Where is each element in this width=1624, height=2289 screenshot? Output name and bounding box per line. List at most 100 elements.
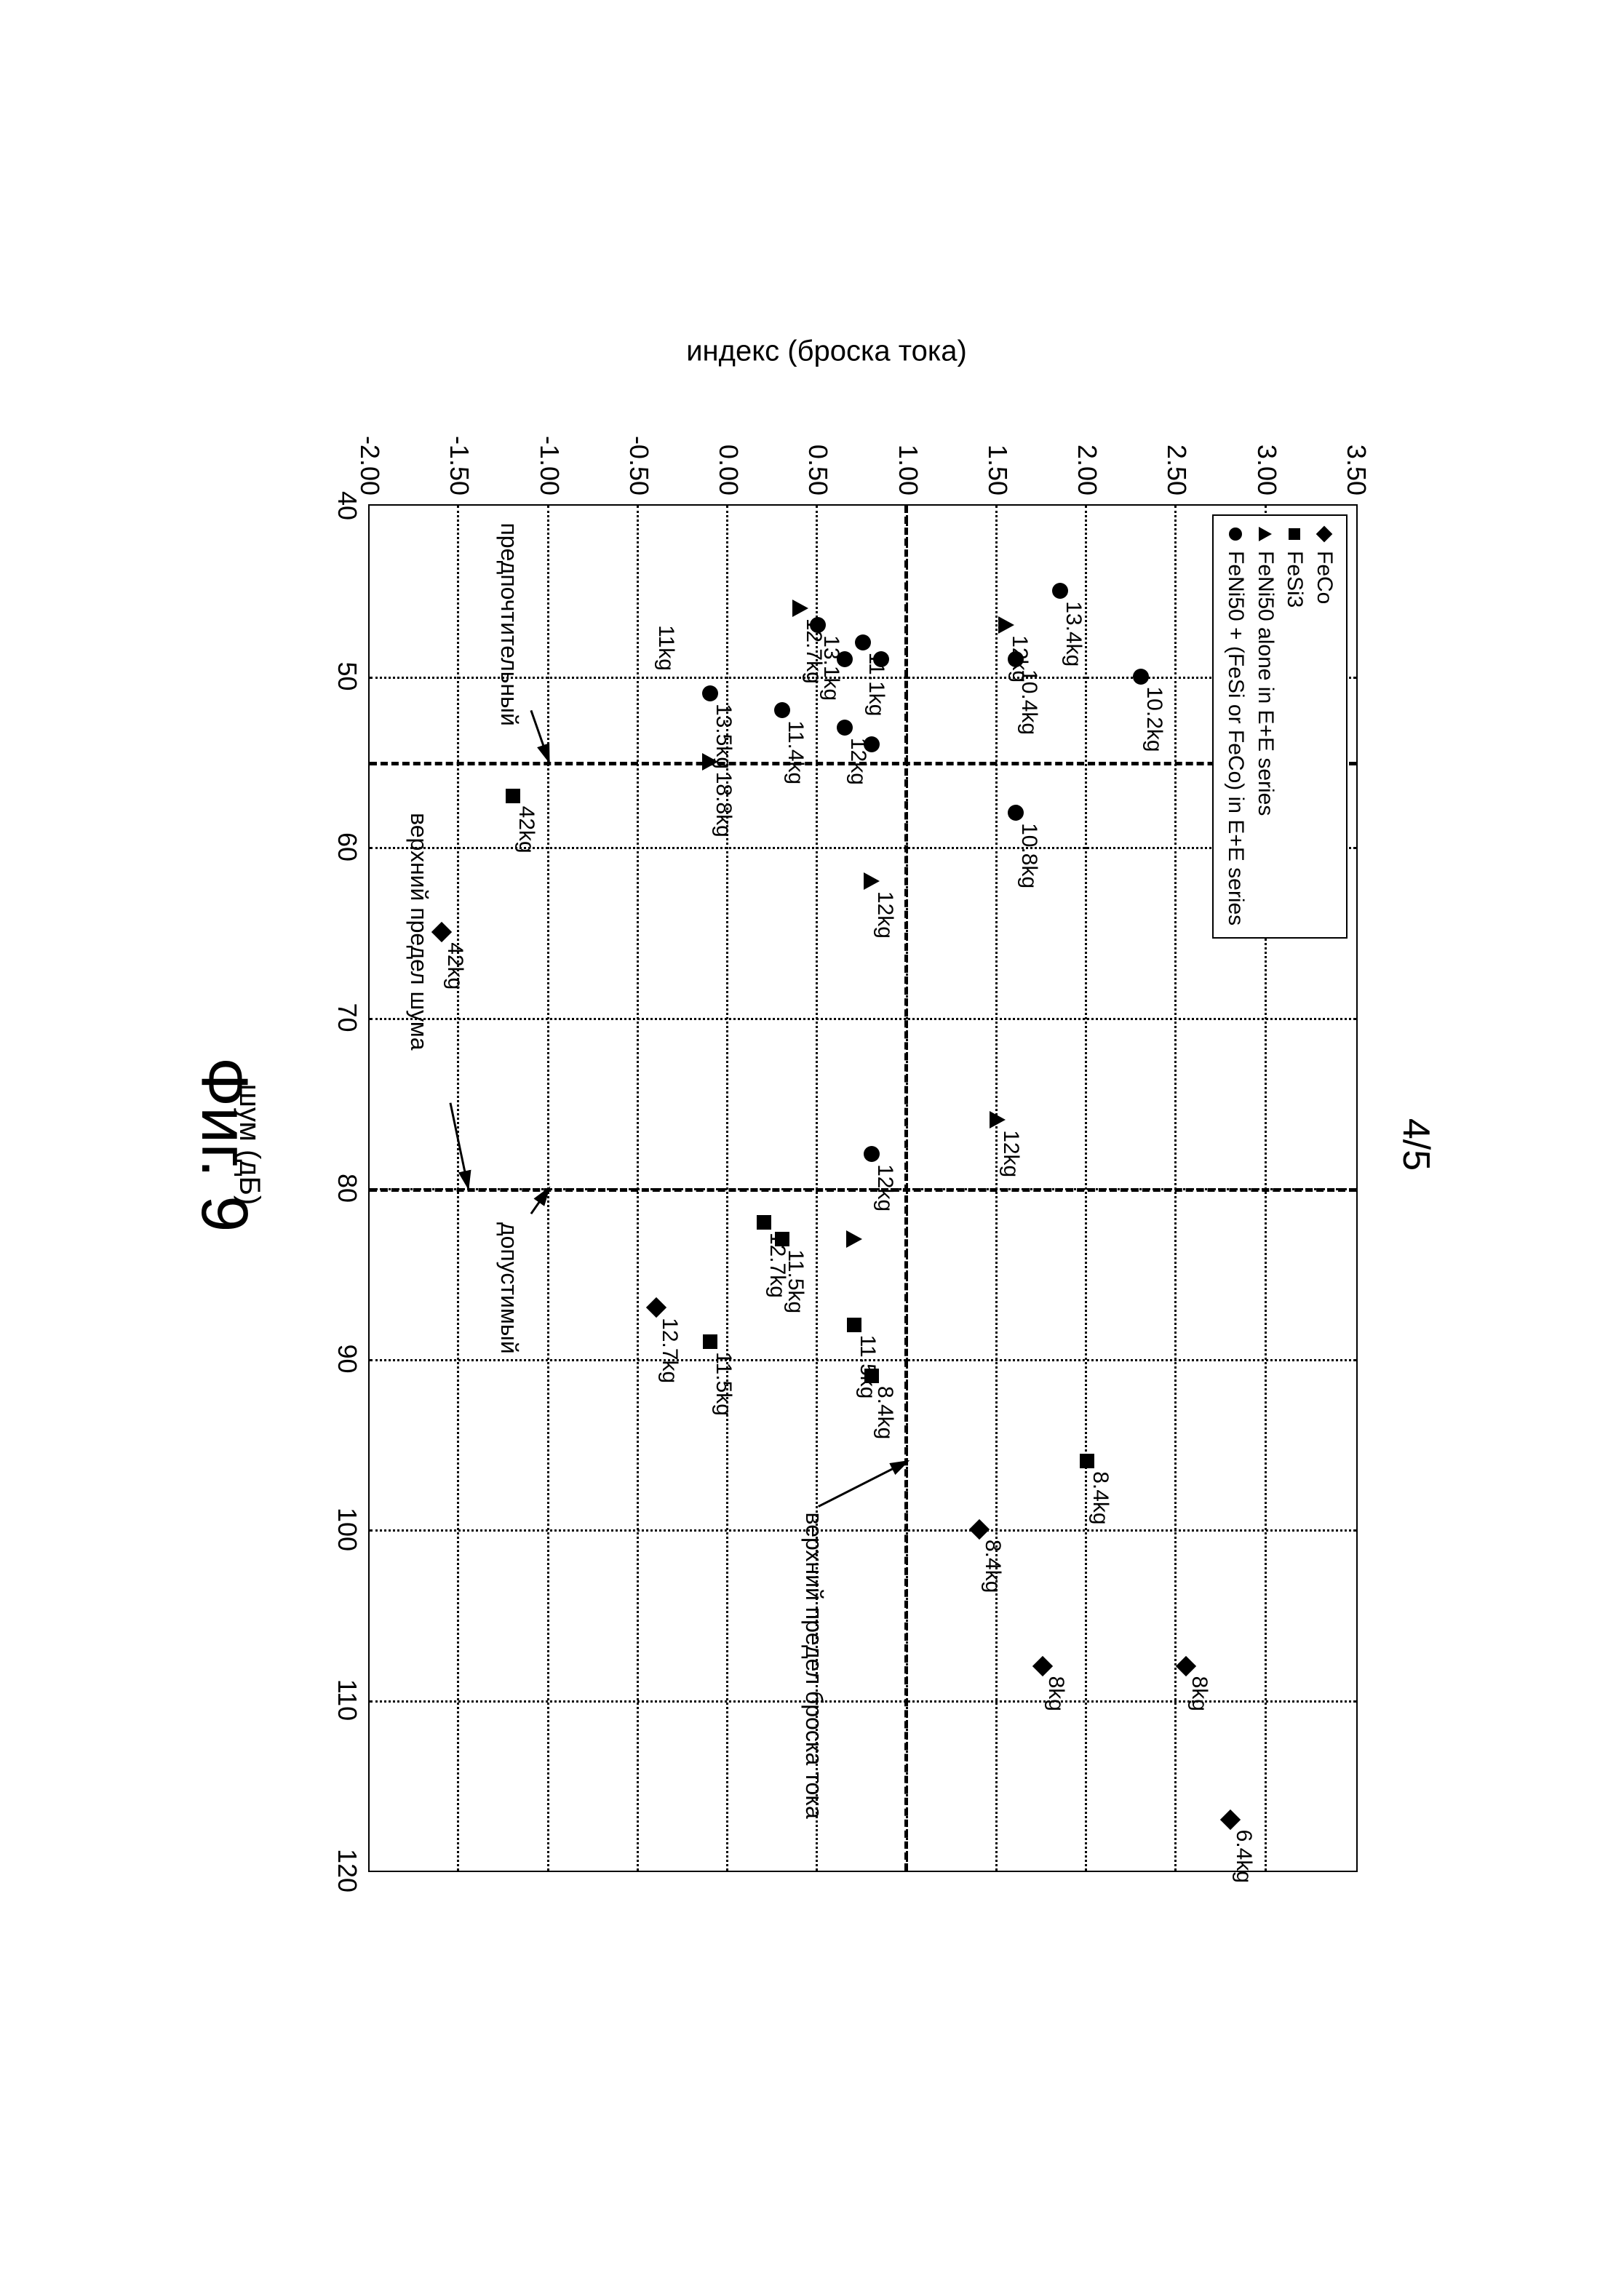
- acceptable-noise-line: [370, 1188, 1356, 1192]
- data-point-label: 11.5kg: [783, 1249, 808, 1313]
- page-number: 4/5: [1394, 1118, 1438, 1171]
- data-point-label: 13.1kg: [819, 635, 843, 701]
- data-point-label: 13.4kg: [1061, 601, 1086, 666]
- data-point: [703, 1334, 717, 1349]
- data-point: [837, 720, 853, 736]
- y-tick-label: 1.00: [893, 445, 923, 506]
- y-tick-label: 1.50: [982, 445, 1013, 506]
- annotation-preferred: предпочтительный: [495, 522, 522, 725]
- data-point: [506, 789, 520, 803]
- legend: FeCoFeSi3FeNi50 alone in E+E seriesFeNi5…: [1212, 514, 1348, 939]
- plot-area: -2.00-1.50-1.00-0.500.000.501.001.502.00…: [368, 504, 1358, 1872]
- data-point: [837, 651, 853, 667]
- legend-item: FeCo: [1310, 525, 1340, 925]
- data-point: [1008, 805, 1024, 821]
- v-gridline: [370, 1018, 1356, 1020]
- data-point-label: 10.4kg: [1016, 669, 1041, 735]
- y-tick-label: 0.00: [713, 445, 744, 506]
- data-point: [873, 651, 889, 667]
- data-point: [864, 872, 880, 890]
- rotation-wrap: 4/5 индекс (броска тока) -2.00-1.50-1.00…: [179, 271, 1445, 2018]
- data-point: [864, 736, 880, 752]
- data-point: [757, 1215, 771, 1230]
- data-point-label: 13.5kg: [711, 704, 736, 769]
- legend-label: FeSi3: [1280, 551, 1310, 608]
- sheet: 4/5 индекс (броска тока) -2.00-1.50-1.00…: [179, 271, 1445, 2018]
- x-tick-label: 120: [332, 1849, 370, 1892]
- y-axis-title: индекс (броска тока): [686, 335, 967, 368]
- data-point: [855, 634, 871, 650]
- data-point: [998, 616, 1014, 634]
- data-point-label: 6.4kg: [1231, 1830, 1256, 1883]
- y-tick-label: 3.00: [1251, 445, 1282, 506]
- data-point: [1052, 583, 1068, 599]
- page: { "page_header": "4/5", "figure_caption"…: [0, 0, 1624, 2289]
- circle-icon: [1226, 525, 1245, 544]
- data-point-label: 12.7kg: [657, 1318, 682, 1383]
- data-point-label: 12kg: [872, 891, 897, 939]
- data-point-label: 8kg: [1043, 1676, 1068, 1711]
- legend-label: FeCo: [1310, 551, 1340, 604]
- data-point-label: 12kg: [998, 1130, 1023, 1177]
- data-point: [969, 1519, 990, 1540]
- x-tick-label: 70: [332, 1003, 370, 1032]
- data-point: [1032, 1655, 1052, 1676]
- x-tick-label: 50: [332, 661, 370, 690]
- x-tick-label: 60: [332, 832, 370, 861]
- y-tick-label: -0.50: [624, 436, 654, 506]
- data-point-label: 11.5kg: [711, 1352, 736, 1416]
- data-point-label: 10.8kg: [1016, 823, 1041, 888]
- x-tick-label: 40: [332, 491, 370, 520]
- chart: индекс (броска тока) -2.00-1.50-1.00-0.5…: [295, 417, 1358, 1872]
- data-point: [864, 1369, 879, 1383]
- data-point-label: 10.2kg: [1142, 687, 1166, 752]
- data-point-label: 11kg: [653, 625, 678, 671]
- y-tick-label: -1.00: [534, 436, 565, 506]
- legend-label: FeNi50 + (FeSi or FeCo) in E+E series: [1221, 551, 1251, 925]
- legend-item: FeNi50 alone in E+E series: [1251, 525, 1281, 925]
- data-point: [774, 702, 790, 718]
- figure-caption: Фиг. 9: [186, 1057, 261, 1233]
- v-gridline: [370, 1529, 1356, 1532]
- data-point: [775, 1232, 789, 1246]
- y-tick-label: 2.50: [1161, 445, 1192, 506]
- square-icon: [1285, 525, 1304, 544]
- data-point: [1133, 669, 1149, 685]
- y-tick-label: 0.50: [803, 445, 833, 506]
- y-tick-label: -1.50: [444, 436, 474, 506]
- data-point: [792, 600, 808, 617]
- x-tick-label: 80: [332, 1174, 370, 1203]
- data-point-label: 12kg: [872, 1164, 897, 1211]
- data-point-label: 42kg: [442, 942, 467, 990]
- y-tick-label: 2.00: [1072, 445, 1102, 506]
- legend-item: FeNi50 + (FeSi or FeCo) in E+E series: [1221, 525, 1251, 925]
- data-point: [1176, 1655, 1196, 1676]
- data-point: [431, 922, 451, 942]
- data-point: [990, 1111, 1006, 1128]
- data-point-label: 8.4kg: [1088, 1471, 1112, 1524]
- y-tick-label: 3.50: [1341, 445, 1372, 506]
- data-point-label: 8kg: [1187, 1676, 1211, 1711]
- data-point-label: 18.8kg: [711, 772, 736, 837]
- annotation-acceptable: допустимый: [495, 1222, 522, 1354]
- data-point-label: 11.4kg: [783, 720, 808, 784]
- x-tick-label: 90: [332, 1344, 370, 1373]
- data-point-label: 8.4kg: [872, 1386, 897, 1439]
- data-point: [1220, 1809, 1241, 1829]
- legend-item: FeSi3: [1280, 525, 1310, 925]
- data-point: [1080, 1454, 1094, 1468]
- data-point-label: 8.4kg: [980, 1540, 1005, 1593]
- annotation-noise-limit: верхний предел шума: [405, 813, 432, 1050]
- data-point: [846, 1230, 862, 1248]
- data-point: [1008, 651, 1024, 667]
- legend-label: FeNi50 alone in E+E series: [1251, 551, 1281, 816]
- data-point: [646, 1297, 666, 1318]
- triangle-icon: [1256, 525, 1275, 544]
- data-point: [810, 617, 826, 633]
- x-tick-label: 110: [332, 1679, 370, 1721]
- diamond-icon: [1315, 525, 1334, 544]
- data-point: [864, 1146, 880, 1162]
- data-point: [847, 1318, 861, 1332]
- data-point: [702, 685, 718, 701]
- annotation-inrush-limit: верхний предел броска тока: [800, 1513, 827, 1819]
